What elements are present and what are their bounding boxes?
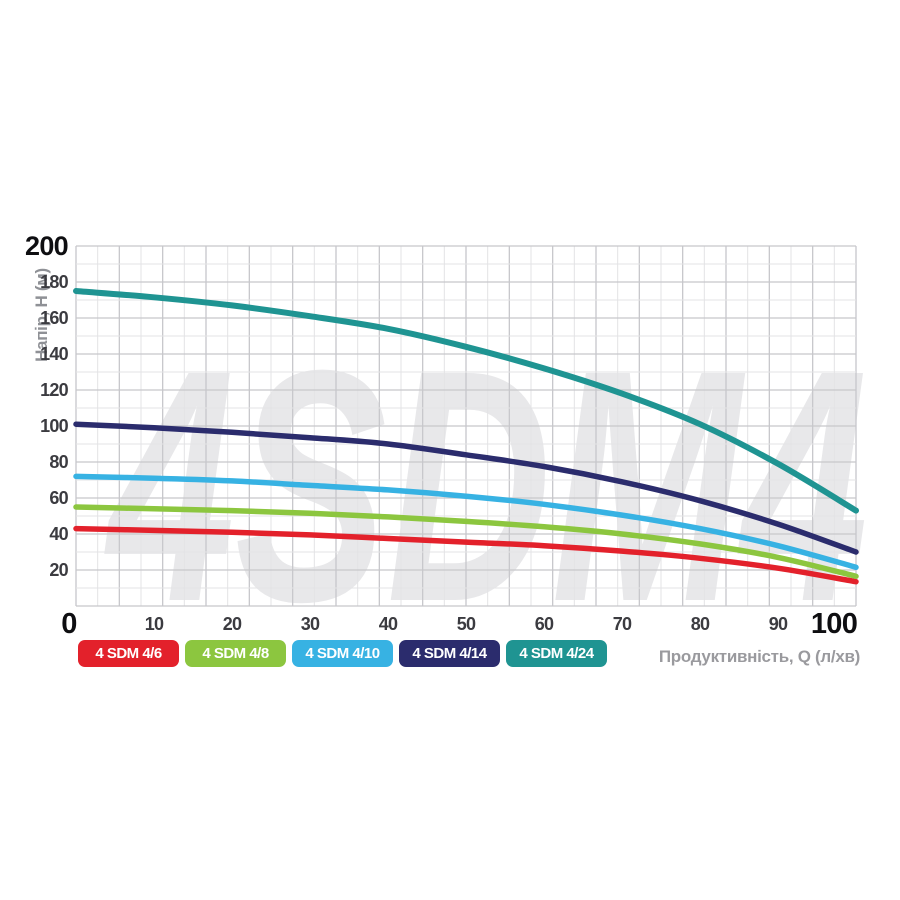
x-tick-label-60: 60 (534, 614, 554, 634)
y-tick-label-160: 160 (40, 308, 69, 328)
watermark-text: 4SDM4 (101, 301, 868, 670)
series-curve-4-sdm-4-6 (73, 525, 859, 585)
y-tick-label-120: 120 (40, 380, 69, 400)
x-tick-label-50: 50 (456, 614, 476, 634)
x-tick-label-0: 0 (61, 608, 77, 640)
legend-badge-4-sdm-4-24: 4 SDM 4/24 (506, 640, 607, 667)
x-tick-label-100: 100 (810, 608, 858, 640)
x-tick-label-40: 40 (378, 614, 398, 634)
y-tick-label-200: 200 (25, 231, 69, 261)
legend-badge-4-sdm-4-10: 4 SDM 4/10 (292, 640, 393, 667)
legend-badge-4-sdm-4-6: 4 SDM 4/6 (78, 640, 179, 667)
series-curve-4-sdm-4-8 (73, 504, 859, 580)
series-curve-4-sdm-4-14 (73, 421, 859, 555)
y-tick-label-100: 100 (40, 416, 69, 436)
legend-badge-4-sdm-4-14: 4 SDM 4/14 (399, 640, 500, 667)
y-tick-label-180: 180 (40, 272, 69, 292)
y-tick-label-80: 80 (49, 452, 68, 472)
series-curve-4-sdm-4-24 (73, 288, 859, 514)
legend: 4 SDM 4/6 4 SDM 4/8 4 SDM 4/10 4 SDM 4/14 4 … (78, 640, 607, 667)
x-tick-label-30: 30 (300, 614, 320, 634)
x-axis-title: Продуктивність, Q (л/хв) (658, 647, 860, 666)
x-tick-label-10: 10 (144, 614, 164, 634)
x-tick-label-70: 70 (612, 614, 632, 634)
y-tick-label-140: 140 (40, 344, 69, 364)
y-tick-label-40: 40 (49, 524, 68, 544)
series-curve-4-sdm-4-10 (73, 473, 859, 571)
x-tick-label-90: 90 (768, 614, 788, 634)
y-tick-label-60: 60 (49, 488, 68, 508)
x-tick-label-20: 20 (222, 614, 242, 634)
x-tick-label-80: 80 (690, 614, 710, 634)
y-tick-label-20: 20 (49, 560, 68, 580)
legend-badge-4-sdm-4-8: 4 SDM 4/8 (185, 640, 286, 667)
